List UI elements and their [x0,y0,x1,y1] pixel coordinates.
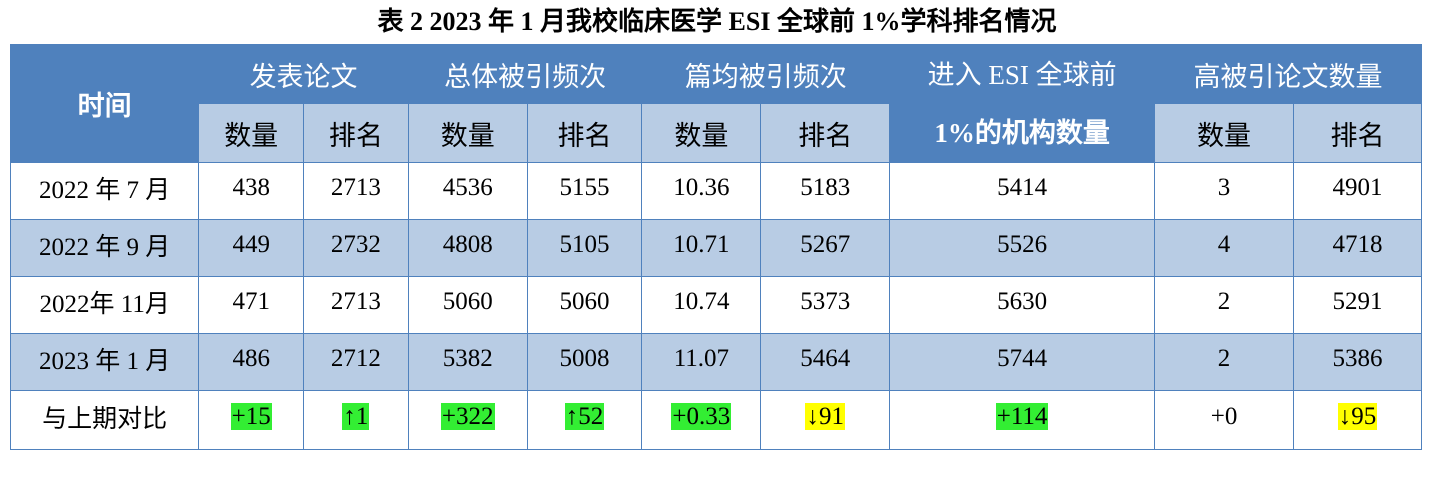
cell-papers-count: 449 [198,219,305,277]
cell-avg-rank: 5373 [760,276,891,334]
cell-citations-rank: 5105 [526,219,643,277]
table-title: 表 2 2023 年 1 月我校临床医学 ESI 全球前 1%学科排名情况 [377,7,1057,36]
cell-change-citations-rank: ↑52 [526,390,643,450]
cell-time: 2022年 11月 [9,276,200,334]
cell-hc-count: 3 [1154,162,1295,220]
header-citations: 总体被引频次 [407,44,643,104]
cell-citations-count: 5060 [407,276,528,334]
cell-hc-count: 4 [1154,219,1295,277]
cell-citations-count: 5382 [407,333,528,391]
cell-citations-rank: 5008 [526,333,643,391]
subheader-papers-rank: 排名 [303,103,409,163]
cell-esi: 5526 [889,219,1156,277]
cell-esi: 5744 [889,333,1156,391]
cell-papers-rank: 2732 [303,219,409,277]
header-esi: 进入 ESI 全球前 1%的机构数量 [889,44,1156,163]
cell-change-papers-count: +15 [198,390,305,450]
cell-citations-rank: 5060 [526,276,643,334]
cell-hc-rank: 4718 [1293,219,1422,277]
cell-hc-rank: 4901 [1293,162,1422,220]
cell-papers-rank: 2713 [303,162,409,220]
cell-hc-count: 2 [1154,276,1295,334]
cell-time: 2022 年 9 月 [9,219,200,277]
cell-avg-rank: 5464 [760,333,891,391]
table-row: 2023 年 1 月 486 2712 5382 5008 11.07 5464… [9,333,1422,391]
cell-esi: 5414 [889,162,1156,220]
cell-papers-rank: 2712 [303,333,409,391]
cell-hc-rank: 5386 [1293,333,1422,391]
cell-avg-count: 11.07 [641,333,762,391]
header-highly-cited: 高被引论文数量 [1154,44,1422,104]
header-esi-line2: 1%的机构数量 [934,117,1110,148]
cell-hc-rank: 5291 [1293,276,1422,334]
header-row-1: 时间 发表论文 总体被引频次 篇均被引频次 进入 ESI 全球前 1%的机构数量… [9,44,1422,163]
subheader-hc-rank: 排名 [1293,103,1422,163]
cell-change-hc-rank: ↓95 [1293,390,1422,450]
table-row: 2022 年 7 月 438 2713 4536 5155 10.36 5183… [9,162,1422,220]
cell-avg-count: 10.71 [641,219,762,277]
comparison-row: 与上期对比 +15 ↑1 +322 ↑52 +0.33 ↓91 +114 +0 … [9,390,1422,450]
header-papers: 发表论文 [198,44,409,104]
cell-citations-rank: 5155 [526,162,643,220]
table-row: 2022年 11月 471 2713 5060 5060 10.74 5373 … [9,276,1422,334]
subheader-citations-rank: 排名 [526,103,643,163]
cell-esi: 5630 [889,276,1156,334]
cell-change-esi: +114 [889,390,1156,450]
cell-papers-rank: 2713 [303,276,409,334]
cell-change-papers-rank: ↑1 [303,390,409,450]
cell-avg-rank: 5267 [760,219,891,277]
cell-change-hc-count: +0 [1154,390,1295,450]
cell-papers-count: 471 [198,276,305,334]
cell-hc-count: 2 [1154,333,1295,391]
header-avg-citations: 篇均被引频次 [641,44,891,104]
cell-comparison-label: 与上期对比 [9,390,200,450]
cell-avg-count: 10.36 [641,162,762,220]
cell-citations-count: 4808 [407,219,528,277]
header-time: 时间 [9,44,200,163]
subheader-citations-count: 数量 [407,103,528,163]
cell-change-citations-count: +322 [407,390,528,450]
header-row-2: 数量 排名 数量 排名 数量 排名 数量 排名 [11,103,1422,163]
cell-avg-count: 10.74 [641,276,762,334]
esi-ranking-table: 时间 发表论文 总体被引频次 篇均被引频次 进入 ESI 全球前 1%的机构数量… [9,44,1422,450]
cell-time: 2023 年 1 月 [9,333,200,391]
cell-time: 2022 年 7 月 [9,162,200,220]
cell-change-avg-rank: ↓91 [760,390,891,450]
header-esi-line1: 进入 ESI 全球前 [927,59,1117,90]
subheader-avg-count: 数量 [641,103,762,163]
cell-change-avg-count: +0.33 [641,390,762,450]
cell-papers-count: 486 [198,333,305,391]
subheader-hc-count: 数量 [1154,103,1295,163]
subheader-avg-rank: 排名 [760,103,891,163]
subheader-papers-count: 数量 [198,103,305,163]
table-row: 2022 年 9 月 449 2732 4808 5105 10.71 5267… [9,219,1422,277]
cell-avg-rank: 5183 [760,162,891,220]
cell-papers-count: 438 [198,162,305,220]
cell-citations-count: 4536 [407,162,528,220]
